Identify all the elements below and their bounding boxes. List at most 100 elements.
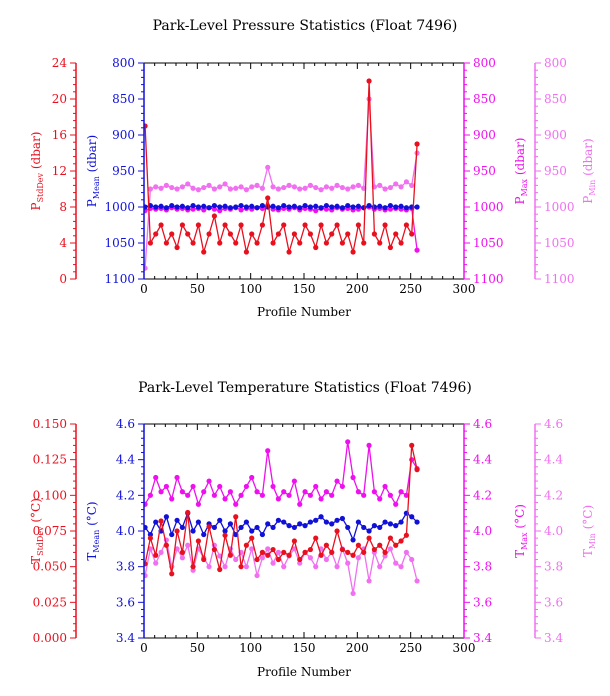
temperature-mean-axis: 3.4 3.6 3.8 4.0 4.2 4.4 4.6 TMean (°C) (85, 417, 145, 645)
pressure-max-tick-label: 850 (473, 92, 496, 106)
temperature-series-mean-point (329, 521, 335, 527)
temperature-series-max-point (217, 483, 223, 490)
temperature-series-mean-point (144, 524, 148, 531)
pressure-series-max-point (414, 247, 420, 253)
pressure-series-stddev-point (414, 141, 420, 147)
temperature-series-mean-point (174, 517, 180, 523)
temperature-series-stddev-point (329, 549, 335, 556)
pressure-series-mean-point (366, 202, 372, 209)
temperature-chart-title: Park-Level Temperature Statistics (Float… (138, 380, 472, 396)
temperature-series-mean-point (297, 521, 303, 527)
pressure-series-min-point (382, 186, 388, 192)
temperature-series-stddev-point (345, 549, 351, 556)
pressure-series-min-point (163, 182, 169, 188)
pressure-min-axis: 800 850 900 950 1000 1050 1100 PMin (dbar) (534, 56, 597, 286)
pressure-series-stddev-point (227, 231, 233, 237)
temperature-series-max-point (275, 496, 281, 502)
pressure-series-stddev-point (377, 240, 383, 246)
temperature-min-tick-label: 4.4 (544, 453, 563, 467)
temperature-series-stddev-point (185, 509, 191, 516)
pressure-series-max-point (323, 206, 329, 212)
pressure-series-min-point (297, 186, 303, 192)
temperature-max-tick-label: 3.8 (473, 560, 492, 574)
temperature-series-min-point (307, 555, 313, 561)
temperature-stddev-tick-label: 0.150 (33, 417, 67, 431)
pressure-series-stddev-point (361, 240, 367, 246)
pressure-series-mean-point (377, 203, 383, 209)
pressure-series-stddev-point (393, 231, 399, 237)
pressure-series-min-point (153, 184, 159, 190)
pressure-series-stddev-point (329, 231, 335, 237)
temperature-series-max-point (233, 501, 239, 507)
temperature-stddev-tick-label: 0.000 (33, 631, 67, 645)
temperature-x-tick-label: 300 (453, 641, 476, 655)
temperature-series-min-point (190, 567, 196, 573)
temperature-max-tick-label: 4.2 (473, 488, 492, 502)
temperature-series-stddev-point (339, 546, 345, 553)
temperature-series-min-point (259, 555, 265, 561)
temperature-series-stddev-point (355, 542, 361, 548)
pressure-series-stddev-point (409, 231, 415, 237)
temperature-series-max-point (259, 492, 265, 498)
pressure-max-tick-label: 950 (473, 164, 496, 178)
pressure-series-min-point (238, 184, 244, 190)
temperature-series-min-point (153, 560, 159, 566)
temperature-x-axis: 0 50 100 150 200 250 300 (140, 424, 475, 655)
temperature-series-max-point (185, 492, 191, 498)
temperature-x-tick-label: 0 (140, 641, 148, 655)
pressure-series-mean-point (371, 204, 377, 210)
temperature-series-stddev-point (307, 546, 313, 553)
pressure-series-min-point (345, 186, 351, 192)
temperature-max-axis-label: TMax (°C) (513, 504, 529, 558)
pressure-series-mean-point (323, 202, 329, 209)
temperature-series-min-point (382, 553, 388, 559)
temperature-max-tick-label: 4.4 (473, 453, 492, 467)
temperature-series-mean-point (414, 519, 420, 525)
temperature-min-axis: 3.4 3.6 3.8 4.0 4.2 4.4 4.6 TMin (°C) (534, 417, 597, 645)
pressure-series-min-point (393, 181, 399, 187)
pressure-series-min-point (158, 185, 164, 191)
pressure-series-mean-point (153, 204, 159, 210)
temperature-mean-tick-label: 4.6 (116, 417, 135, 431)
pressure-series-stddev-point (307, 231, 313, 237)
temperature-series-min-point (345, 560, 351, 566)
temperature-series-min-point (297, 560, 303, 566)
pressure-series-min-point (286, 182, 292, 188)
temperature-series-stddev-point (377, 542, 383, 548)
temperature-series-max-point (238, 492, 244, 498)
pressure-series-stddev-point (222, 222, 228, 228)
temperature-series-min-point (350, 590, 356, 597)
pressure-series-mean-point (206, 205, 212, 211)
temperature-series-stddev-point (313, 535, 319, 541)
temperature-series-stddev-point (302, 549, 308, 556)
pressure-series-min-point (217, 184, 223, 190)
pressure-x-tick-label: 250 (399, 282, 422, 296)
pressure-series-min-point (144, 265, 148, 271)
pressure-series-stddev-point (382, 222, 388, 228)
temperature-series-mean-point (350, 537, 356, 543)
temperature-series-max-point (387, 492, 393, 498)
pressure-stddev-axis-label-main: P (29, 202, 43, 210)
temperature-series-min-point (265, 546, 271, 552)
temperature-series-stddev-point (387, 535, 393, 541)
temperature-max-tick-label: 3.4 (473, 631, 492, 645)
pressure-mean-tick-label: 1050 (104, 236, 135, 250)
pressure-series-stddev-point (323, 240, 329, 246)
pressure-stddev-tick-label: 0 (59, 272, 67, 286)
pressure-series-clip-group (144, 78, 420, 271)
pressure-series-stddev-point (206, 231, 212, 237)
temperature-series-max-point (297, 501, 303, 507)
pressure-series-min-point (318, 187, 324, 193)
temperature-series-max-point (313, 483, 319, 490)
temperature-series-max-point (227, 489, 233, 495)
temperature-series-max-point (270, 483, 276, 490)
temperature-series-max-point (323, 489, 329, 495)
pressure-mean-axis-label: PMean (dbar) (85, 135, 101, 207)
temperature-series-min-point (185, 542, 191, 548)
pressure-series-min-point (265, 164, 271, 170)
temperature-series-clip-group (144, 439, 420, 597)
pressure-min-axis-label: PMin (dbar) (581, 138, 597, 203)
temperature-series-max-point (169, 496, 175, 502)
temperature-series-mean-point (345, 524, 351, 531)
pressure-series-min-point (307, 182, 313, 188)
